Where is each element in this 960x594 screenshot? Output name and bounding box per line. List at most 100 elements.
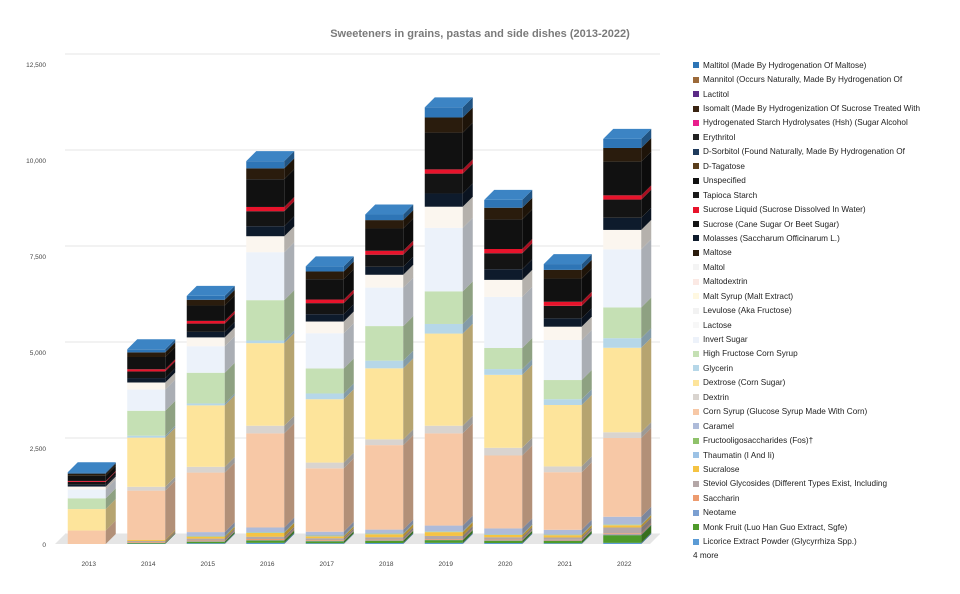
bar-front bbox=[186, 299, 225, 306]
bar-side bbox=[284, 242, 295, 301]
bar-side bbox=[462, 281, 473, 324]
bar-side bbox=[462, 196, 473, 228]
legend-label: Lactitol bbox=[703, 89, 729, 99]
bar-side bbox=[522, 209, 533, 250]
bar-segment bbox=[543, 530, 592, 544]
bar-side bbox=[224, 393, 235, 406]
bar-side bbox=[224, 289, 235, 306]
bar-segment bbox=[365, 244, 414, 267]
bar-segment bbox=[365, 519, 414, 534]
bar-segment bbox=[543, 291, 592, 306]
legend-label: Steviol Glycosides (Different Types Exis… bbox=[703, 479, 887, 489]
x-tick-label: 2018 bbox=[379, 561, 394, 568]
bar-side bbox=[224, 526, 235, 537]
bar-segment bbox=[424, 532, 473, 544]
bar-front bbox=[543, 539, 582, 541]
bar-side bbox=[581, 308, 592, 327]
bar-front bbox=[246, 433, 285, 528]
bar-segment bbox=[246, 522, 295, 533]
bar-side bbox=[522, 189, 533, 208]
bar-front bbox=[603, 229, 642, 250]
bar-front bbox=[603, 249, 642, 308]
bar-segment bbox=[305, 261, 354, 280]
bar-front bbox=[365, 529, 404, 534]
bar-segment bbox=[186, 526, 235, 539]
bar-segment bbox=[424, 323, 473, 426]
bar-side bbox=[343, 525, 354, 536]
bar-segment bbox=[484, 530, 533, 541]
bar-front bbox=[246, 343, 285, 426]
bar-segment bbox=[543, 533, 592, 544]
legend-item: Sucralose bbox=[693, 462, 955, 476]
bar-segment bbox=[127, 368, 176, 383]
legend-more-link[interactable]: 4 more bbox=[693, 550, 719, 560]
bar-segment bbox=[127, 532, 176, 543]
bar-side bbox=[165, 359, 176, 372]
bar-segment bbox=[127, 342, 176, 357]
bar-side bbox=[462, 529, 473, 541]
y-tick-label: 12,500 bbox=[26, 62, 46, 69]
bar-segment bbox=[246, 201, 295, 227]
bar-front bbox=[424, 542, 463, 544]
bar-front bbox=[67, 489, 106, 499]
bar-front bbox=[305, 303, 344, 315]
bar-segment bbox=[543, 254, 592, 270]
bar-front bbox=[67, 473, 106, 476]
bar-segment bbox=[603, 532, 652, 544]
bar-top bbox=[186, 285, 235, 296]
bar-segment bbox=[186, 530, 235, 542]
legend-item: Caramel bbox=[693, 419, 955, 433]
bar-front bbox=[186, 543, 225, 544]
bar-segment bbox=[127, 532, 176, 544]
bar-segment bbox=[127, 361, 176, 379]
bar-side bbox=[403, 530, 414, 544]
bar-side bbox=[403, 210, 414, 229]
bar-side bbox=[641, 514, 652, 526]
legend-swatch bbox=[693, 495, 699, 502]
bar-side bbox=[105, 471, 116, 485]
bar-side bbox=[284, 517, 295, 533]
bar-side bbox=[641, 517, 652, 534]
bar-segment bbox=[246, 529, 295, 541]
bar-side bbox=[224, 313, 235, 332]
bar-segment bbox=[424, 423, 473, 526]
bar-segment bbox=[603, 297, 652, 339]
bar-front bbox=[543, 537, 582, 540]
bar-side bbox=[343, 525, 354, 537]
bar-front bbox=[127, 435, 166, 438]
bar-front bbox=[246, 540, 285, 543]
bar-segment bbox=[484, 518, 533, 535]
bar-front bbox=[246, 179, 285, 207]
bar-front bbox=[365, 368, 404, 440]
bar-segment bbox=[186, 327, 235, 347]
bar-front bbox=[603, 161, 642, 196]
bar-segment bbox=[67, 474, 116, 487]
bar-side bbox=[343, 293, 354, 315]
bar-front bbox=[305, 468, 344, 532]
bar-segment bbox=[603, 151, 652, 196]
legend-swatch bbox=[693, 524, 699, 531]
bar-segment bbox=[603, 523, 652, 535]
legend-label: High Fructose Corn Syrup bbox=[703, 349, 798, 359]
bar-side bbox=[462, 313, 473, 334]
bar-front bbox=[305, 393, 344, 400]
bar-front bbox=[424, 173, 463, 194]
legend-item: Corn Syrup (Glucose Syrup Made With Corn… bbox=[693, 405, 955, 419]
bar-front bbox=[603, 147, 642, 162]
bar-front bbox=[246, 340, 285, 344]
bar-side bbox=[581, 330, 592, 381]
bar-segment bbox=[365, 527, 414, 540]
legend-item: Monk Fruit (Luo Han Guo Extract, Sgfe) bbox=[693, 520, 955, 534]
bar-front bbox=[305, 531, 344, 536]
bar-front bbox=[127, 356, 166, 370]
bar-front bbox=[186, 337, 225, 347]
bar-side bbox=[165, 361, 176, 379]
bar-front bbox=[186, 540, 225, 542]
bar-front bbox=[305, 271, 344, 280]
bar-side bbox=[165, 530, 176, 543]
bar-side bbox=[581, 259, 592, 279]
bar-segment bbox=[365, 524, 414, 538]
legend-item: Thaumatin (I And Ii) bbox=[693, 448, 955, 462]
bar-side bbox=[522, 364, 533, 448]
bar-side bbox=[403, 523, 414, 534]
